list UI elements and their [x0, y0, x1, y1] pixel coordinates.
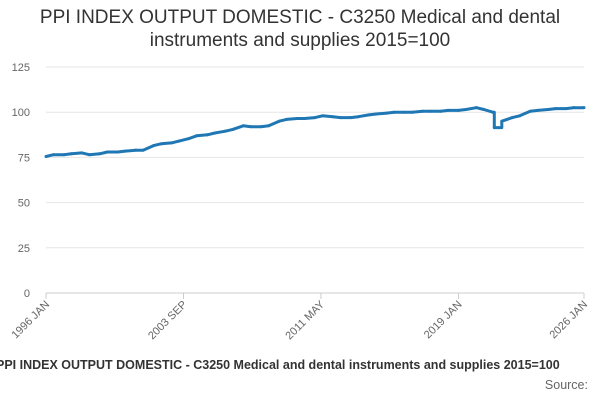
data-point-55: [528, 109, 532, 113]
data-point-56: [536, 108, 540, 112]
data-point-36: [367, 113, 371, 117]
y-axis: 0 25 50 75 100 125: [12, 62, 30, 300]
data-point-49: [482, 107, 486, 111]
data-point-50: [491, 110, 495, 114]
data-point-28: [295, 117, 299, 121]
data-point-41: [410, 110, 414, 114]
data-point-60: [572, 106, 576, 110]
data-point-11: [141, 148, 145, 152]
x-axis: 1996 JAN 2003 SEP 2011 MAY 2019 JAN 2026 JAN: [9, 292, 590, 343]
data-point-13: [159, 142, 163, 146]
data-point-29: [303, 117, 307, 121]
data-point-37: [374, 112, 378, 116]
data-point-9: [123, 149, 127, 153]
series-layer: [44, 106, 586, 158]
grid-lines: [46, 66, 584, 294]
data-point-1: [51, 153, 55, 157]
data-point-3: [69, 152, 73, 156]
data-point-23: [249, 125, 253, 129]
data-point-44: [439, 109, 443, 113]
data-point-2: [62, 153, 66, 157]
data-point-25: [267, 124, 271, 128]
x-tick-label-3: 2019 JAN: [422, 299, 465, 342]
data-point-42: [421, 109, 425, 113]
data-point-16: [187, 136, 191, 140]
y-tick-label-5: 125: [12, 62, 30, 74]
data-point-57: [546, 107, 550, 111]
data-point-58: [554, 107, 558, 111]
x-tick-label-4: 2026 JAN: [547, 299, 590, 342]
data-point-4: [80, 151, 84, 155]
chart-caption: PPI INDEX OUTPUT DOMESTIC - C3250 Medica…: [0, 358, 560, 372]
x-tick-label-2: 2011 MAY: [283, 298, 327, 342]
y-tick-label-2: 50: [18, 198, 30, 210]
data-point-6: [98, 152, 102, 156]
data-point-27: [285, 117, 289, 121]
data-point-53: [510, 116, 514, 120]
data-point-51: [492, 126, 496, 130]
data-point-45: [446, 108, 450, 112]
data-point-47: [464, 107, 468, 111]
y-tick-label-1: 25: [18, 243, 30, 255]
data-point-46: [456, 108, 460, 112]
data-point-20: [223, 129, 227, 133]
data-point-22: [241, 124, 245, 128]
source-label: Source:: [544, 378, 588, 392]
chart-title-line-2: instruments and supplies 2015=100: [149, 30, 451, 51]
data-point-21: [231, 127, 235, 131]
y-tick-label-0: 0: [24, 288, 30, 300]
data-point-17: [195, 134, 199, 138]
data-point-18: [205, 133, 209, 137]
data-point-39: [392, 110, 396, 114]
data-point-61: [582, 106, 586, 110]
data-point-40: [403, 110, 407, 114]
data-point-19: [213, 131, 217, 135]
data-point-33: [338, 116, 342, 120]
data-point-24: [259, 125, 263, 129]
data-point-48: [474, 106, 478, 110]
data-point-0: [44, 154, 48, 158]
data-point-59: [564, 107, 568, 111]
data-point-12: [152, 144, 156, 148]
data-point-14: [170, 141, 174, 145]
data-point-10: [134, 148, 138, 152]
data-point-35: [356, 115, 360, 119]
data-point-26: [277, 119, 281, 123]
series-line: [45, 106, 584, 158]
data-point-32: [331, 115, 335, 119]
chart-title: PPI INDEX OUTPUT DOMESTIC - C3250 Medica…: [0, 6, 600, 52]
y-tick-label-4: 100: [12, 107, 30, 119]
data-point-34: [349, 116, 353, 120]
data-point-7: [105, 150, 109, 154]
data-point-31: [320, 114, 324, 118]
data-point-15: [177, 139, 181, 143]
data-point-38: [385, 111, 389, 115]
x-tick-label-1: 2003 SEP: [146, 299, 190, 343]
data-point-30: [313, 116, 317, 120]
data-point-5: [87, 153, 91, 157]
x-tick-label-0: 1996 JAN: [9, 299, 52, 342]
data-point-52: [500, 119, 504, 123]
data-point-43: [428, 109, 432, 113]
data-point-8: [116, 150, 120, 154]
y-tick-label-3: 75: [18, 152, 30, 164]
data-point-54: [518, 114, 522, 118]
chart-title-line-1: PPI INDEX OUTPUT DOMESTIC - C3250 Medica…: [39, 7, 561, 28]
